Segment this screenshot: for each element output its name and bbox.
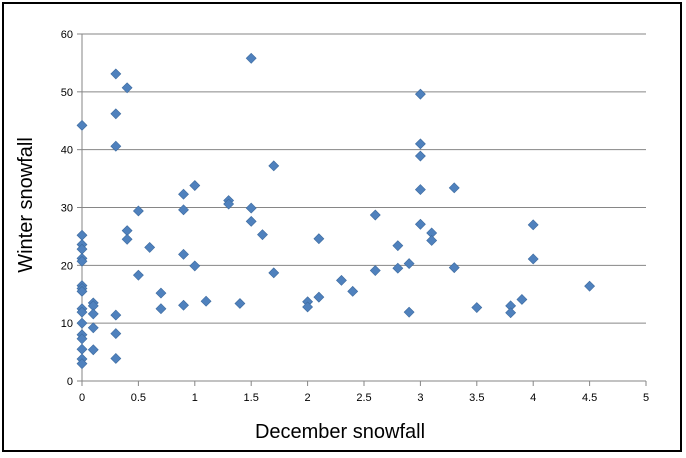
data-point-marker xyxy=(414,184,426,195)
x-tick-label: 2.5 xyxy=(356,392,371,404)
data-point-marker xyxy=(178,188,189,200)
data-point-marker xyxy=(76,229,88,241)
x-tick-labels: 0 0.5 1 1.5 2 2.5 3 3.5 4 4.5 5 xyxy=(79,392,649,404)
data-point-marker xyxy=(257,229,268,241)
data-point-marker xyxy=(369,209,381,221)
data-point-marker xyxy=(155,287,167,299)
data-point-marker xyxy=(76,343,88,355)
data-point-marker xyxy=(110,108,122,120)
x-tick-label: 1.5 xyxy=(244,392,259,404)
data-point-marker xyxy=(414,88,426,100)
data-point-marker xyxy=(426,235,438,246)
data-point-marker xyxy=(121,82,133,94)
y-tick-label: 30 xyxy=(61,203,73,215)
data-point-marker xyxy=(392,262,404,274)
data-point-marker xyxy=(76,285,88,297)
data-point-marker xyxy=(110,140,122,152)
data-point-marker xyxy=(448,182,460,194)
data-point-marker xyxy=(200,295,212,307)
data-point-marker xyxy=(110,328,122,340)
y-tick-label: 60 xyxy=(61,29,73,41)
x-tick-label: 2 xyxy=(305,392,311,404)
data-point-marker xyxy=(527,253,539,265)
data-point-marker xyxy=(414,150,426,162)
data-point-marker xyxy=(403,258,415,270)
data-point-marker xyxy=(584,280,596,292)
data-point-marker xyxy=(155,303,167,315)
data-point-marker xyxy=(87,344,99,356)
gridlines xyxy=(82,33,646,324)
data-point-marker xyxy=(76,119,88,131)
data-point-marker xyxy=(76,317,88,329)
data-points xyxy=(76,52,596,370)
data-point-marker xyxy=(234,298,246,309)
y-tick-labels: 0 10 20 30 40 50 60 xyxy=(61,29,73,388)
data-point-marker xyxy=(87,322,99,334)
y-tick-label: 10 xyxy=(61,318,73,330)
data-point-marker xyxy=(392,240,404,252)
data-point-marker xyxy=(313,233,325,245)
y-tick-label: 50 xyxy=(61,87,73,99)
data-point-marker xyxy=(516,294,528,305)
data-point-marker xyxy=(178,204,189,216)
x-axis-title: December snowfall xyxy=(255,421,425,443)
data-point-marker xyxy=(414,218,426,230)
x-tick-label: 5 xyxy=(643,392,649,404)
y-tick-label: 0 xyxy=(67,376,73,388)
data-point-marker xyxy=(268,160,280,172)
data-point-marker xyxy=(369,265,381,276)
data-point-marker xyxy=(223,198,235,210)
data-point-marker xyxy=(336,274,347,286)
data-point-marker xyxy=(403,306,415,318)
x-tick-label: 3 xyxy=(417,392,423,404)
data-point-marker xyxy=(76,358,88,370)
data-point-marker xyxy=(189,180,201,191)
x-tick-label: 0 xyxy=(79,392,85,404)
x-tick-label: 4 xyxy=(530,392,536,404)
data-point-marker xyxy=(110,353,122,364)
data-point-marker xyxy=(302,301,314,313)
y-tick-label: 20 xyxy=(61,260,73,272)
data-point-marker xyxy=(268,267,280,279)
data-point-marker xyxy=(132,205,144,217)
x-tick-label: 4.5 xyxy=(582,392,597,404)
data-point-marker xyxy=(414,138,426,150)
data-point-marker xyxy=(448,262,460,274)
data-point-marker xyxy=(178,299,189,311)
data-point-marker xyxy=(110,68,122,80)
data-point-marker xyxy=(76,255,88,267)
data-point-marker xyxy=(505,307,517,319)
data-point-marker xyxy=(121,233,133,245)
axes xyxy=(77,33,647,386)
data-point-marker xyxy=(313,291,325,303)
data-point-marker xyxy=(110,309,122,321)
x-tick-label: 0.5 xyxy=(131,392,146,404)
data-point-marker xyxy=(245,202,257,214)
data-point-marker xyxy=(245,215,257,227)
data-point-marker xyxy=(76,306,88,318)
x-tick-label: 1 xyxy=(192,392,198,404)
data-point-marker xyxy=(144,241,156,253)
data-point-marker xyxy=(87,308,99,320)
y-tick-label: 40 xyxy=(61,145,73,157)
data-point-marker xyxy=(527,219,539,231)
x-tick-label: 3.5 xyxy=(469,392,484,404)
data-point-marker xyxy=(132,269,144,281)
data-point-marker xyxy=(471,302,483,313)
data-point-marker xyxy=(189,260,201,272)
y-axis-title: Winter snowfall xyxy=(15,137,37,273)
data-point-marker xyxy=(178,248,189,260)
data-point-marker xyxy=(347,285,359,297)
data-point-marker xyxy=(245,52,257,64)
